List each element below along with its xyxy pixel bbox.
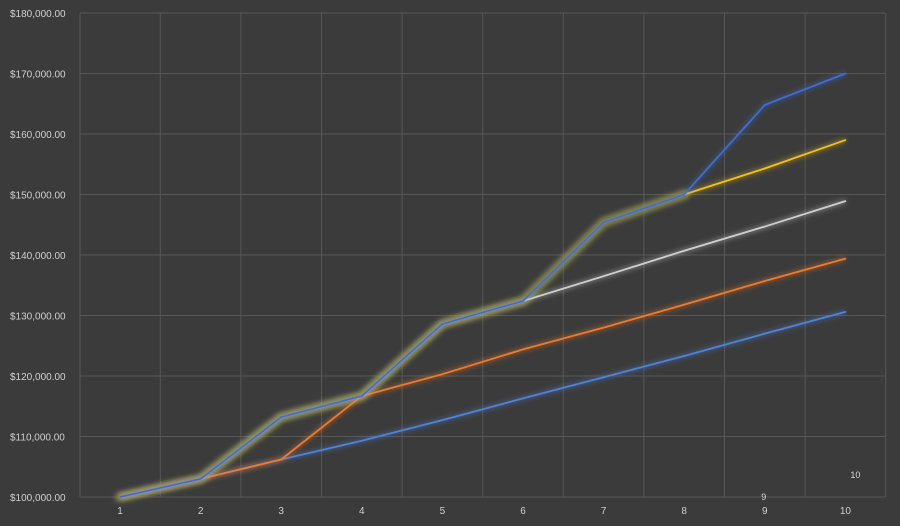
series-2-point [522, 348, 524, 351]
x-tick-label: 2 [198, 506, 204, 517]
annotations: 9 10 [761, 470, 860, 502]
series-5-point [844, 72, 847, 75]
series-2-point [683, 303, 686, 306]
series-5-point [119, 496, 121, 498]
series-lines [119, 71, 847, 500]
series-5-point [199, 477, 202, 480]
y-tick-label: $110,000.00 [10, 433, 65, 444]
y-tick-label: $150,000.00 [10, 191, 66, 202]
gridlines [79, 12, 887, 498]
series-3-point [602, 275, 605, 278]
series-3-point [683, 249, 686, 252]
series-1-point [522, 397, 524, 400]
x-tick-label: 6 [520, 506, 526, 517]
series-2-point [763, 280, 766, 282]
series-5-point [360, 395, 363, 397]
series-5-line [119, 72, 846, 498]
x-tick-label: 9 [762, 506, 768, 517]
series-5-point [683, 193, 686, 196]
y-tick-label: $140,000.00 [10, 251, 66, 262]
y-tick-label: $130,000.00 [10, 312, 66, 323]
series-4-point [763, 167, 766, 170]
annotation-label: 9 [761, 492, 766, 502]
y-axis-tick-labels: $100,000.00 $110,000.00 $120,000.00 $130,00… [10, 9, 66, 504]
x-axis-tick-labels: 1 2 3 4 5 6 7 8 9 10 [117, 506, 851, 517]
y-tick-label: $170,000.00 [10, 70, 66, 81]
series-1-point [683, 355, 686, 357]
x-tick-label: 4 [359, 506, 365, 517]
y-tick-label: $100,000.00 [10, 493, 66, 504]
series-2-point [280, 458, 283, 461]
x-tick-label: 8 [681, 506, 687, 517]
series-2-line [119, 257, 846, 498]
x-tick-label: 10 [840, 506, 852, 517]
series-2-point [844, 257, 847, 260]
series-1-point [441, 419, 444, 422]
series-1-point [763, 332, 766, 335]
y-tick-label: $160,000.00 [10, 130, 66, 141]
x-tick-label: 3 [278, 506, 284, 517]
series-2-point [441, 373, 444, 376]
series-3-point [844, 200, 847, 203]
series-5-point [441, 323, 444, 325]
series-5-point [280, 416, 283, 419]
series-3-point [763, 225, 766, 228]
x-tick-label: 5 [440, 506, 446, 517]
x-tick-label: 1 [117, 506, 123, 517]
series-5-point [522, 300, 524, 302]
annotation-label: 10 [850, 470, 860, 480]
series-1-point [844, 310, 847, 313]
series-5-point [763, 104, 766, 106]
x-tick-label: 7 [601, 506, 607, 517]
series-5-point [602, 221, 605, 224]
series-4-point [844, 139, 847, 141]
series-1-point [602, 376, 605, 379]
series-2-point [602, 326, 605, 329]
series-5 [119, 71, 847, 500]
y-tick-label: $180,000.00 [10, 9, 66, 20]
series-1-point [360, 439, 363, 442]
y-tick-label: $120,000.00 [10, 372, 66, 383]
